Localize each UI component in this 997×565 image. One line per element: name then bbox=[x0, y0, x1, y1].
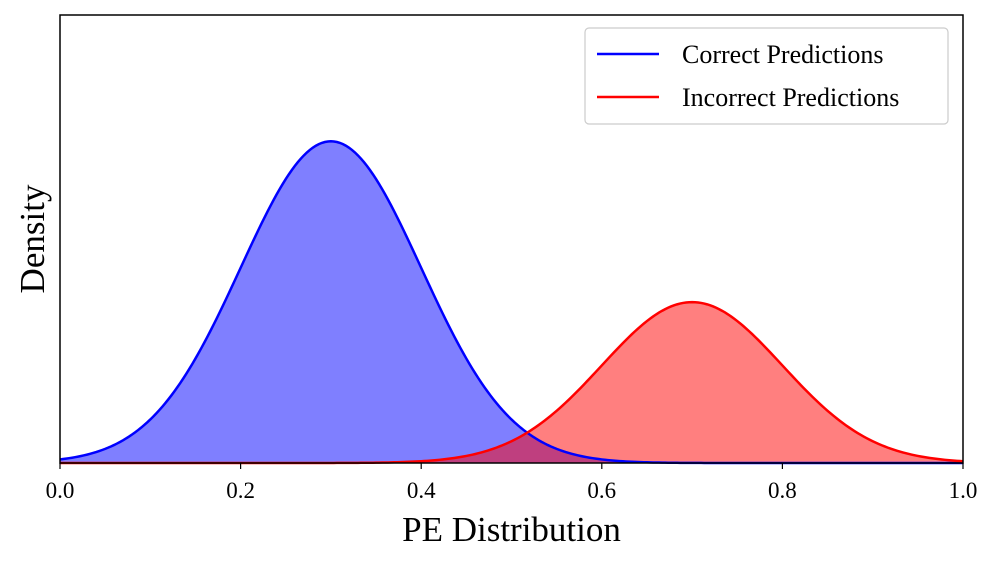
legend-box bbox=[584, 27, 949, 125]
x-tick-label: 0.6 bbox=[587, 478, 616, 503]
plot-frame bbox=[59, 14, 964, 464]
x-axis-label: PE Distribution bbox=[402, 510, 621, 549]
x-tick-label: 1.0 bbox=[949, 478, 978, 503]
x-axis-ticks: 0.0 0.2 0.4 0.6 0.8 1.0 bbox=[46, 463, 978, 503]
series-fills bbox=[60, 141, 963, 464]
y-axis-label: Density bbox=[13, 184, 52, 293]
legend-label-correct-predictions: Correct Predictions bbox=[682, 40, 883, 69]
area-fill-incorrect-predictions bbox=[60, 302, 963, 463]
area-fill-correct-predictions bbox=[60, 141, 963, 464]
x-tick-label: 0.4 bbox=[407, 478, 436, 503]
x-tick-label: 0.8 bbox=[768, 478, 797, 503]
legend: Correct Predictions Incorrect Prediction… bbox=[584, 27, 949, 125]
x-tick-label: 0.0 bbox=[46, 478, 75, 503]
legend-label-incorrect-predictions: Incorrect Predictions bbox=[682, 83, 899, 112]
x-tick-label: 0.2 bbox=[226, 478, 255, 503]
